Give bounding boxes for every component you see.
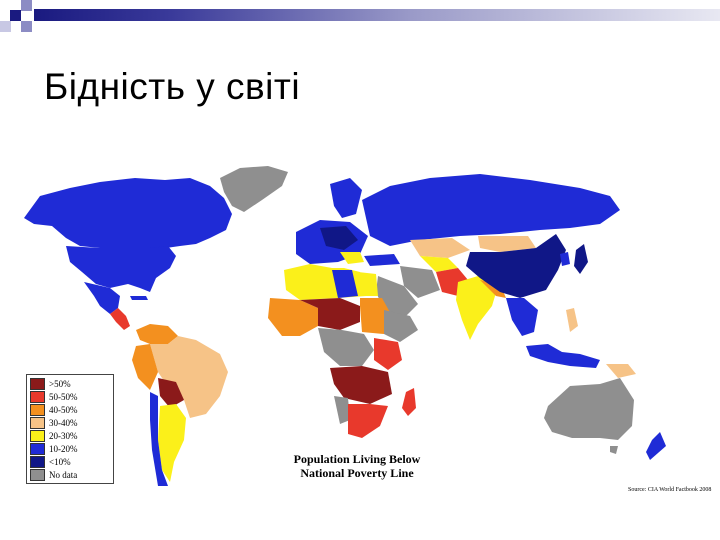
slide-title: Бідність у світі (44, 66, 301, 107)
legend-swatch (30, 377, 45, 390)
legend-item: >50% (30, 377, 110, 390)
header-square (0, 21, 11, 32)
turkey (364, 254, 400, 266)
argentina (158, 404, 186, 482)
west-africa (268, 298, 318, 336)
world-poverty-map (24, 166, 666, 486)
egypt (358, 272, 378, 296)
southern-africa-north (330, 366, 392, 404)
indochina (506, 298, 538, 336)
japan (574, 244, 588, 274)
legend-item: 30-40% (30, 416, 110, 429)
legend-item: 20-30% (30, 429, 110, 442)
usa (66, 246, 176, 292)
tasmania (610, 446, 618, 454)
header-square (10, 10, 21, 21)
bolivia (158, 378, 184, 408)
indonesia (526, 344, 600, 368)
mexico (84, 282, 120, 314)
map-source: Source: CIA World Factbook 2008 (628, 487, 712, 493)
legend-swatch (30, 403, 45, 416)
legend-label: No data (49, 469, 78, 480)
legend-item: 40-50% (30, 403, 110, 416)
legend-label: >50% (49, 378, 71, 389)
canada (24, 178, 232, 248)
libya (332, 270, 358, 298)
korea (560, 252, 570, 266)
scandinavia (330, 178, 362, 218)
map-title: Population Living Below National Poverty… (262, 452, 452, 480)
legend-label: 20-30% (49, 430, 78, 441)
caribbean (130, 296, 148, 300)
legend-swatch (30, 390, 45, 403)
india (456, 276, 498, 340)
header-square (21, 21, 32, 32)
namibia (334, 396, 350, 424)
map-title-line: National Poverty Line (300, 466, 414, 480)
legend-label: 10-20% (49, 443, 78, 454)
mongolia (478, 236, 536, 252)
eastern-europe (320, 226, 358, 250)
iran (400, 266, 440, 298)
new-zealand (646, 432, 666, 460)
philippines (566, 308, 578, 332)
legend-swatch (30, 468, 45, 481)
legend-label: 40-50% (49, 404, 78, 415)
colombia-venezuela (136, 324, 178, 344)
legend-swatch (30, 429, 45, 442)
legend-item: 50-50% (30, 390, 110, 403)
legend-swatch (30, 455, 45, 468)
central-africa (318, 328, 374, 366)
legend-swatch (30, 416, 45, 429)
brazil (150, 336, 228, 418)
header-bar (34, 9, 720, 21)
legend-swatch (30, 442, 45, 455)
legend-item: <10% (30, 455, 110, 468)
east-africa (374, 338, 402, 370)
central-america (110, 308, 130, 330)
balkans (340, 252, 364, 264)
greenland (220, 166, 288, 212)
australia (544, 378, 634, 440)
legend-label: 50-50% (49, 391, 78, 402)
russia (362, 174, 620, 246)
kazakhstan (410, 238, 470, 258)
madagascar (402, 388, 416, 416)
map-title-line: Population Living Below (293, 452, 421, 466)
central-asia (420, 256, 458, 272)
legend-item: 10-20% (30, 442, 110, 455)
ethiopia-horn (384, 310, 418, 342)
peru (132, 344, 158, 390)
south-africa (348, 404, 388, 438)
chile (150, 392, 168, 486)
map-legend: >50% 50-50% 40-50% 30-40% 20-30% 10-20% … (26, 374, 114, 484)
china (466, 234, 566, 298)
papua (606, 364, 636, 378)
sahel (300, 298, 360, 330)
legend-label: 30-40% (49, 417, 78, 428)
slide-header-decoration (0, 0, 720, 40)
legend-item: No data (30, 468, 110, 481)
header-square (21, 0, 32, 11)
legend-label: <10% (49, 456, 71, 467)
